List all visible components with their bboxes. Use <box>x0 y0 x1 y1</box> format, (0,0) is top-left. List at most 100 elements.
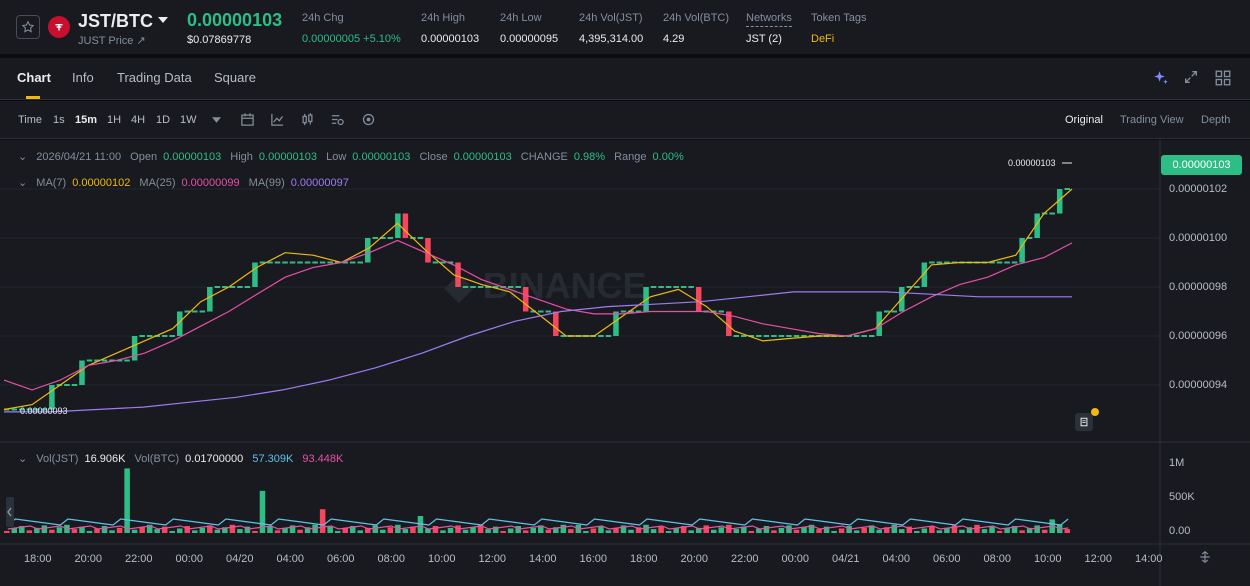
view-depth[interactable]: Depth <box>1201 114 1231 126</box>
tab-square[interactable]: Square <box>214 70 256 85</box>
tab-chart[interactable]: Chart <box>17 70 51 85</box>
volume-bar <box>79 526 85 533</box>
x-tick: 22:00 <box>125 553 153 565</box>
volume-bar <box>921 528 928 533</box>
jst-coin-logo-icon <box>48 16 70 38</box>
tab-trading-data[interactable]: Trading Data <box>117 70 192 85</box>
volume-ma-line-short <box>7 518 1069 526</box>
tab-info[interactable]: Info <box>72 70 94 85</box>
volume-bar <box>492 526 499 533</box>
chart-canvas[interactable]: ◆ BINANCE <box>0 140 1250 586</box>
chart-settings-icon[interactable] <box>330 112 345 127</box>
volume-bar <box>1004 528 1010 533</box>
ma-line-ma25 <box>3 239 1073 391</box>
volume-bar <box>274 530 281 533</box>
x-tick: 00:00 <box>175 553 204 565</box>
interval-1w[interactable]: 1W <box>180 114 197 126</box>
interval-time[interactable]: Time <box>18 114 43 126</box>
volume-bar <box>530 527 536 533</box>
view-trading-view[interactable]: Trading View <box>1120 114 1184 126</box>
axis-resize-icon[interactable] <box>1198 550 1212 564</box>
layout-grid-icon[interactable] <box>1214 69 1232 87</box>
x-tick: 12:00 <box>478 553 507 565</box>
volume-bar <box>176 528 183 533</box>
ai-sparkle-icon[interactable] <box>1152 69 1170 87</box>
volume-bar <box>1026 527 1033 533</box>
volume-bar <box>899 529 905 533</box>
volume-bar <box>184 526 191 533</box>
x-tick: 04/20 <box>226 553 254 565</box>
volume-bar <box>560 524 567 533</box>
volume-bar <box>222 527 228 533</box>
kline-chart[interactable]: ◆ BINANCE ⌄ 2026/04/21 11:00 Open 0.00000… <box>0 140 1250 586</box>
stat-networks[interactable]: Networks JST (2) <box>746 12 792 45</box>
indicator-chart-icon[interactable] <box>270 112 285 127</box>
chevron-down-icon[interactable] <box>158 16 168 24</box>
volume-legend[interactable]: ⌄ Vol(JST) 16.906K Vol(BTC) 0.01700000 57.… <box>18 453 344 465</box>
volume-bar <box>319 509 326 533</box>
volume-bar <box>680 526 687 533</box>
interval-4h[interactable]: 4H <box>131 114 146 126</box>
volume-bar <box>124 468 130 533</box>
expand-icon[interactable] <box>1183 69 1199 85</box>
volume-bar <box>778 527 785 533</box>
candle <box>553 311 559 336</box>
volume-bar <box>538 525 544 533</box>
volume-bar <box>613 527 619 533</box>
volume-bar <box>146 524 153 533</box>
candle <box>402 213 409 238</box>
volume-bar <box>876 529 882 533</box>
interval-1s[interactable]: 1s <box>53 114 65 126</box>
volume-bar <box>553 527 559 533</box>
interval-1d[interactable]: 1D <box>156 114 171 126</box>
candle <box>613 311 619 336</box>
favorite-star-button[interactable] <box>16 15 40 39</box>
x-tick: 06:00 <box>933 553 961 565</box>
chart-toolbar: Time 1s 15m 1H 4H 1D 1W Original Trading… <box>0 101 1250 139</box>
volume-bar <box>297 529 303 533</box>
volume-bar <box>49 529 55 533</box>
volume-bar <box>658 526 664 533</box>
volume-bar <box>86 530 93 533</box>
stat-24h-high: 24h High 0.00000103 <box>421 12 480 45</box>
volume-bar <box>380 529 386 533</box>
active-tab-indicator <box>26 96 40 99</box>
view-original[interactable]: Original <box>1065 114 1103 126</box>
y-tick: 0.00000096 <box>1169 330 1228 342</box>
candle <box>726 311 732 336</box>
volume-bar <box>417 516 424 533</box>
volume-bar <box>974 524 980 533</box>
candle <box>49 385 55 410</box>
volume-bar <box>741 526 747 533</box>
interval-15m[interactable]: 15m <box>75 114 98 126</box>
volume-bar <box>568 529 574 533</box>
interval-1h[interactable]: 1H <box>107 114 122 126</box>
pair-title[interactable]: JST/BTC <box>78 11 154 31</box>
volume-bar <box>440 530 446 533</box>
watermark-logo: ◆ BINANCE <box>444 265 647 306</box>
calendar-icon[interactable] <box>240 112 255 127</box>
x-tick: 16:00 <box>579 553 608 565</box>
y-tick: 0.00000102 <box>1169 183 1228 195</box>
collapse-chevron-icon[interactable] <box>6 497 14 527</box>
volume-bar <box>237 529 243 533</box>
ticker-bar: JST/BTC JUST Price ↗ 0.00000103 $0.07869… <box>0 0 1250 54</box>
coin-price-link[interactable]: JUST Price ↗ <box>78 35 146 47</box>
volume-bar <box>214 529 221 533</box>
volume-bar <box>41 525 48 533</box>
candle-type-icon[interactable] <box>300 112 315 127</box>
notes-button[interactable] <box>1075 413 1093 431</box>
volume-bar <box>229 524 236 533</box>
interval-more-caret-icon[interactable] <box>212 117 221 123</box>
volume-bar <box>447 527 454 533</box>
volume-bar <box>771 530 777 533</box>
tag-defi[interactable]: DeFi <box>811 33 835 45</box>
x-tick: 22:00 <box>731 553 759 565</box>
candle <box>425 238 431 263</box>
x-tick: 20:00 <box>680 553 709 565</box>
volume-bar <box>365 527 371 533</box>
volume-bar <box>966 527 973 533</box>
ma-legend[interactable]: ⌄ MA(7) 0.00000102 MA(25) 0.00000099 MA(99… <box>18 177 349 189</box>
target-icon[interactable] <box>361 112 376 127</box>
volume-bar <box>387 527 394 533</box>
